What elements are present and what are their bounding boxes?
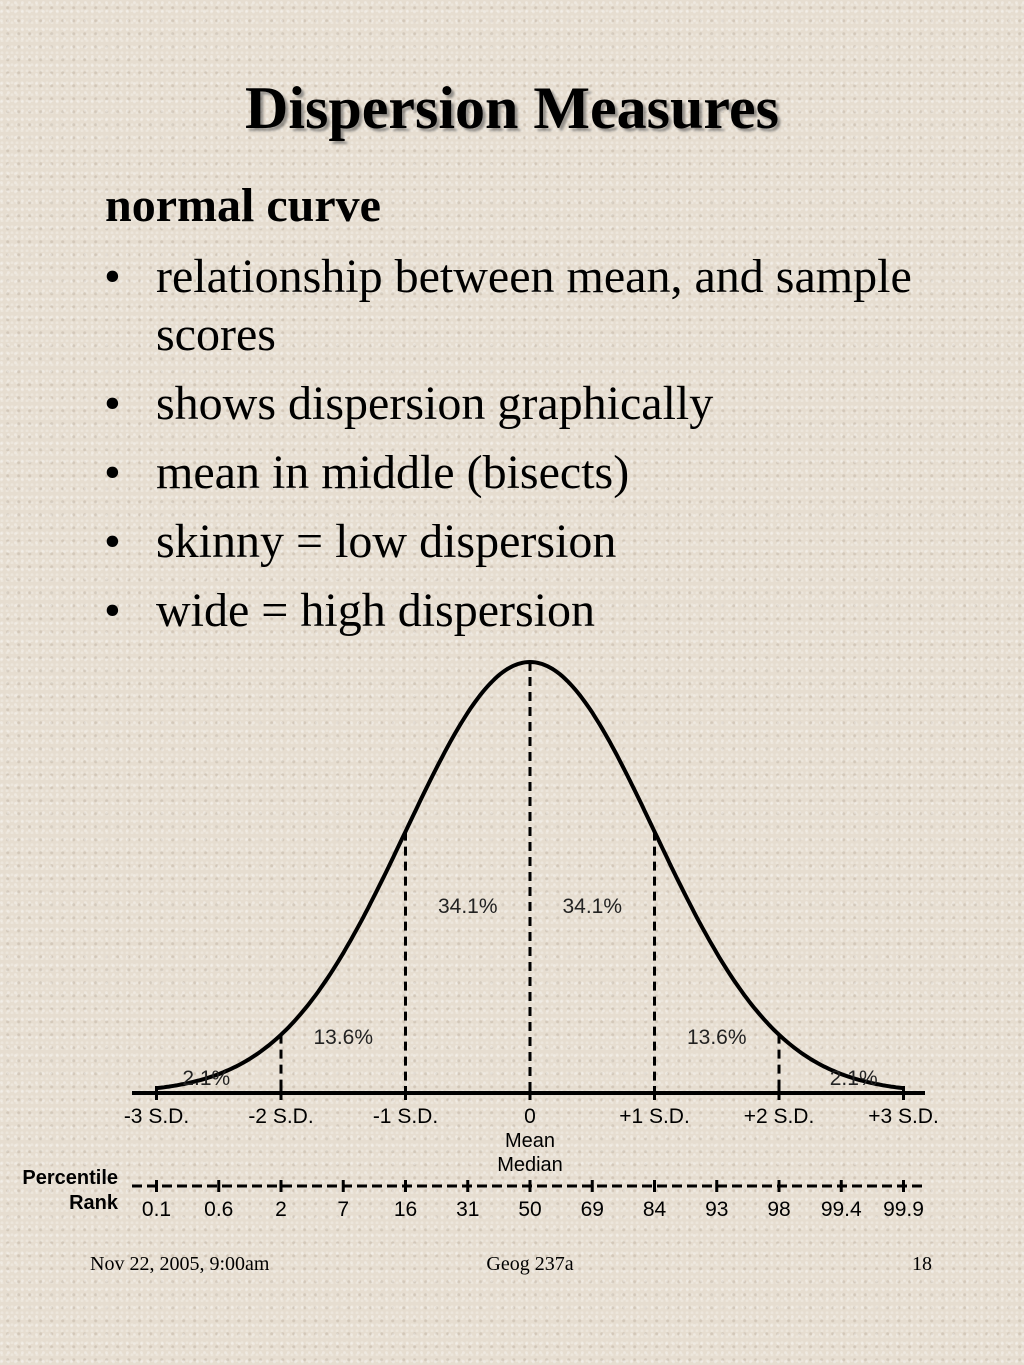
- percentile-tick-label: 93: [705, 1198, 728, 1221]
- center-label: Median: [497, 1154, 563, 1176]
- percentile-axis-label: Percentile: [22, 1167, 118, 1189]
- percentile-axis-label: Rank: [69, 1192, 119, 1214]
- sd-tick-label: +2 S.D.: [744, 1105, 815, 1128]
- bullet-glyph: •: [104, 584, 121, 637]
- bullet-glyph: •: [104, 377, 121, 430]
- center-label: Mean: [505, 1130, 555, 1152]
- percentile-tick-label: 99.4: [821, 1198, 862, 1221]
- bullet-glyph: •: [104, 446, 121, 499]
- footer-page-number: 18: [912, 1253, 932, 1275]
- region-percent-label: 13.6%: [313, 1026, 373, 1049]
- bullet-text: mean in middle (bisects): [156, 446, 630, 499]
- percentile-tick-label: 7: [337, 1198, 349, 1221]
- sd-tick-label: 0: [524, 1105, 536, 1128]
- bullet-item: • skinny = low dispersion: [100, 513, 960, 571]
- region-percent-label: 2.1%: [182, 1067, 230, 1090]
- bullet-text: wide = high dispersion: [156, 584, 596, 637]
- percentile-tick-label: 0.6: [204, 1198, 233, 1221]
- percentile-tick-label: 69: [581, 1198, 604, 1221]
- region-percent-label: 13.6%: [687, 1026, 747, 1049]
- percentile-tick-label: 50: [518, 1198, 541, 1221]
- slide-title: Dispersion Measures: [245, 75, 779, 141]
- region-percent-label: 34.1%: [438, 895, 498, 918]
- percentile-tick-label: 2: [275, 1198, 287, 1221]
- sd-tick-label: +3 S.D.: [868, 1105, 939, 1128]
- percentile-tick-label: 0.1: [142, 1198, 171, 1221]
- percentile-tick-label: 84: [643, 1198, 667, 1221]
- bullet-text: skinny = low dispersion: [156, 515, 617, 568]
- bullet-text: shows dispersion graphically: [156, 377, 714, 430]
- bullet-item: • relationship between mean, and sample s…: [100, 248, 960, 364]
- bullet-item: • wide = high dispersion: [100, 582, 960, 640]
- region-percent-label: 34.1%: [562, 895, 622, 918]
- percentile-tick-label: 16: [394, 1198, 417, 1221]
- normal-curve-chart: 2.1% 13.6% 34.1% 34.1% 13.6% 2.1% -3 S.D. -2 S.…: [22, 659, 939, 1221]
- sd-tick-label: -2 S.D.: [248, 1105, 313, 1128]
- percentile-tick-label: 99.9: [883, 1198, 924, 1221]
- percentile-tick-label: 31: [456, 1198, 479, 1221]
- normal-curve-line: [156, 659, 904, 1091]
- sd-tick-label: -1 S.D.: [373, 1105, 438, 1128]
- bullet-glyph: •: [104, 515, 121, 568]
- percentile-tick-label: 98: [767, 1198, 790, 1221]
- bullet-list: • relationship between mean, and sample s…: [100, 248, 960, 651]
- sd-tick-label: -3 S.D.: [124, 1105, 189, 1128]
- bullet-text: relationship between mean, and sample sc…: [156, 250, 912, 361]
- sd-tick-label: +1 S.D.: [619, 1105, 690, 1128]
- bullet-glyph: •: [104, 250, 121, 303]
- footer-date: Nov 22, 2005, 9:00am: [90, 1253, 270, 1275]
- bullet-item: • shows dispersion graphically: [100, 375, 960, 433]
- footer-course: Geog 237a: [486, 1253, 574, 1275]
- region-percent-label: 2.1%: [830, 1067, 878, 1090]
- bullet-item: • mean in middle (bisects): [100, 444, 960, 502]
- slide-subheading: normal curve: [105, 179, 381, 232]
